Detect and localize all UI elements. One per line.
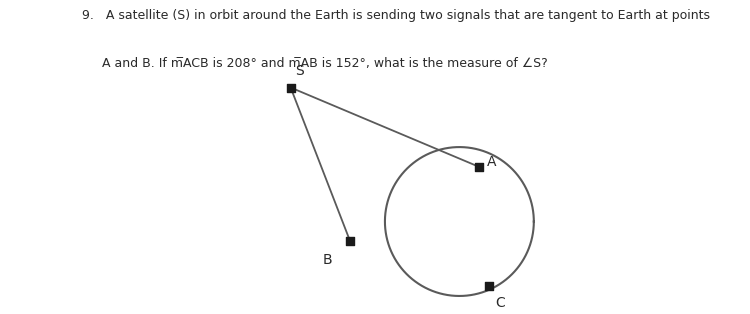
Text: C: C — [495, 296, 505, 310]
Point — [285, 85, 297, 90]
Text: B: B — [322, 253, 332, 267]
Point — [344, 239, 356, 244]
Text: S: S — [296, 64, 304, 78]
Text: A: A — [488, 155, 496, 169]
Text: A and B. If m̅ACB is 208° and m̅AB is 152°, what is the measure of ∠S?: A and B. If m̅ACB is 208° and m̅AB is 15… — [82, 57, 548, 69]
Point — [473, 165, 485, 170]
Point — [483, 284, 495, 289]
Text: 9.   A satellite (S) in orbit around the Earth is sending two signals that are t: 9. A satellite (S) in orbit around the E… — [82, 9, 710, 22]
